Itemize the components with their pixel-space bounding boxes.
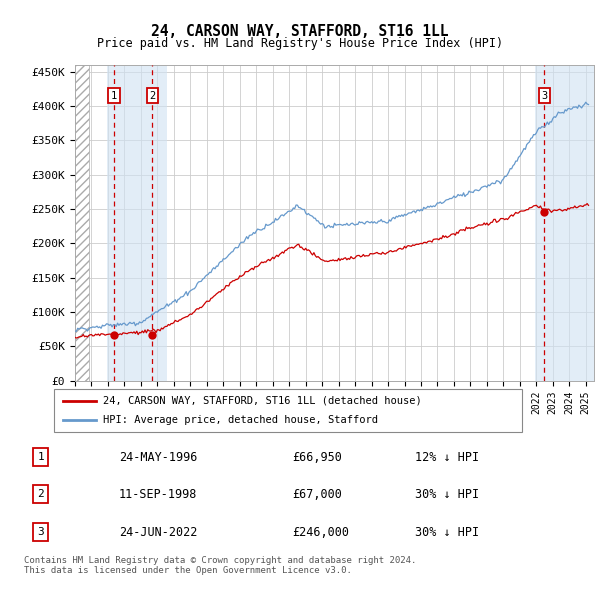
Bar — [107, 65, 167, 381]
Text: 2: 2 — [37, 489, 44, 499]
Bar — [535, 65, 594, 381]
Text: 2: 2 — [149, 91, 155, 101]
Text: £66,950: £66,950 — [292, 451, 342, 464]
Text: 24-JUN-2022: 24-JUN-2022 — [119, 526, 197, 539]
Text: 12% ↓ HPI: 12% ↓ HPI — [415, 451, 479, 464]
Text: 30% ↓ HPI: 30% ↓ HPI — [415, 526, 479, 539]
Text: 1: 1 — [111, 91, 118, 101]
FancyBboxPatch shape — [54, 389, 522, 432]
Text: 3: 3 — [541, 91, 547, 101]
Text: 24, CARSON WAY, STAFFORD, ST16 1LL: 24, CARSON WAY, STAFFORD, ST16 1LL — [151, 24, 449, 38]
Text: HPI: Average price, detached house, Stafford: HPI: Average price, detached house, Staf… — [103, 415, 378, 425]
Bar — [75, 65, 89, 381]
Text: Price paid vs. HM Land Registry's House Price Index (HPI): Price paid vs. HM Land Registry's House … — [97, 37, 503, 50]
Text: 1: 1 — [37, 453, 44, 463]
Text: 11-SEP-1998: 11-SEP-1998 — [119, 487, 197, 501]
Text: 24, CARSON WAY, STAFFORD, ST16 1LL (detached house): 24, CARSON WAY, STAFFORD, ST16 1LL (deta… — [103, 396, 422, 406]
Text: Contains HM Land Registry data © Crown copyright and database right 2024.
This d: Contains HM Land Registry data © Crown c… — [24, 556, 416, 575]
Text: £246,000: £246,000 — [292, 526, 349, 539]
Text: 3: 3 — [37, 527, 44, 537]
Text: 24-MAY-1996: 24-MAY-1996 — [119, 451, 197, 464]
Text: 30% ↓ HPI: 30% ↓ HPI — [415, 487, 479, 501]
Text: £67,000: £67,000 — [292, 487, 342, 501]
